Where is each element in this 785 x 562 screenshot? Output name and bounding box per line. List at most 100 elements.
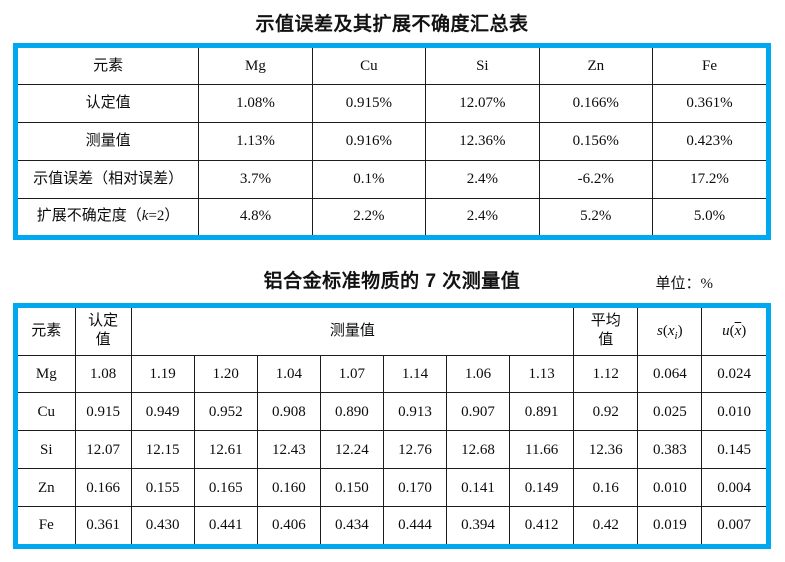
table2-certified-cell: 0.915 — [74, 392, 132, 432]
table1-value-cell: -6.2% — [538, 159, 654, 199]
table2-element-cell: Cu — [18, 392, 76, 432]
table1-row: 示值误差（相对误差） 3.7% 0.1% 2.4% -6.2% 17.2% — [18, 159, 766, 199]
table2-measurement-cell: 0.141 — [446, 468, 511, 508]
table1-row: 扩展不确定度（k=2） 4.8% 2.2% 2.4% 5.2% 5.0% — [18, 197, 766, 235]
table2-row: Si 12.07 12.15 12.61 12.43 12.24 12.76 12.68 11.… — [18, 430, 766, 470]
table2-uncertainty-cell: 0.004 — [701, 468, 766, 508]
table2-measurement-cell: 0.952 — [193, 392, 258, 432]
table2-measurement-cell: 12.68 — [446, 430, 511, 470]
table2-header-cell: 元素 — [18, 308, 76, 356]
table2-measurement-cell: 1.06 — [446, 354, 511, 394]
table2-measurement-cell: 11.66 — [509, 430, 575, 470]
table2-uncertainty-cell: 0.024 — [701, 354, 766, 394]
table1-row-label: 认定值 — [18, 84, 200, 124]
table2-row: Cu 0.915 0.949 0.952 0.908 0.890 0.913 0.907 0.8… — [18, 392, 766, 432]
table1-body: 元素 Mg Cu Si Zn Fe 认定值 1.08% 0.915% 12.07% 0.166% 0.… — [18, 48, 766, 235]
table1-header-cell: 元素 — [18, 48, 200, 86]
table2-stddev-cell: 0.383 — [637, 430, 703, 470]
table2-measurement-cell: 0.444 — [382, 506, 448, 544]
table2-row: Zn 0.166 0.155 0.165 0.160 0.150 0.170 0.141 0.1… — [18, 468, 766, 508]
table2-title: 铝合金标准物质的 7 次测量值 — [263, 271, 521, 292]
table1-value-cell: 1.13% — [198, 122, 313, 161]
table1-value-cell: 0.1% — [311, 159, 427, 199]
table2-mean-cell: 12.36 — [573, 430, 639, 470]
table1-header-cell: Mg — [198, 48, 313, 86]
table2-row: Fe 0.361 0.430 0.441 0.406 0.434 0.444 0.394 0.4… — [18, 506, 766, 544]
table2-certified-cell: 0.361 — [74, 506, 132, 544]
table1-value-cell: 5.2% — [538, 197, 654, 235]
table1-grid: 元素 Mg Cu Si Zn Fe 认定值 1.08% 0.915% 12.07% 0.166% 0.… — [18, 48, 766, 235]
table1-value-cell: 0.423% — [652, 122, 766, 161]
table2-element-cell: Fe — [18, 506, 76, 544]
table2-measurement-cell: 12.43 — [256, 430, 321, 470]
table2-measurement-cell: 1.04 — [256, 354, 321, 394]
table2-measurement-cell: 0.891 — [509, 392, 575, 432]
table2-certified-cell: 1.08 — [74, 354, 132, 394]
table2-measurement-cell: 0.430 — [130, 506, 195, 544]
table1-value-cell: 2.4% — [425, 197, 540, 235]
table1-frame: 元素 Mg Cu Si Zn Fe 认定值 1.08% 0.915% 12.07% 0.166% 0.… — [13, 43, 771, 240]
table2-measurement-cell: 12.76 — [382, 430, 448, 470]
table2-measurement-cell: 12.61 — [193, 430, 258, 470]
table2-measurement-cell: 12.15 — [130, 430, 195, 470]
table2-measurement-cell: 0.149 — [509, 468, 575, 508]
table2-measurement-cell: 1.07 — [319, 354, 384, 394]
table2-mean-cell: 0.92 — [573, 392, 639, 432]
table2-measurement-cell: 1.13 — [509, 354, 575, 394]
table1-header-row: 元素 Mg Cu Si Zn Fe — [18, 48, 766, 86]
table2-element-cell: Zn — [18, 468, 76, 508]
table2-measurement-cell: 0.406 — [256, 506, 321, 544]
table2-header-cell: 认定值 — [74, 308, 132, 356]
table2-stddev-cell: 0.064 — [637, 354, 703, 394]
table1-row: 测量值 1.13% 0.916% 12.36% 0.156% 0.423% — [18, 122, 766, 161]
table1-header-cell: Zn — [538, 48, 654, 86]
table2-stddev-cell: 0.025 — [637, 392, 703, 432]
table2-element-cell: Si — [18, 430, 76, 470]
table2-uncertainty-cell: 0.145 — [701, 430, 766, 470]
table2-measurement-cell: 0.434 — [319, 506, 384, 544]
table1-title: 示值误差及其扩展不确度汇总表 — [255, 14, 529, 35]
table2-header-cell: s(xi) — [637, 308, 703, 356]
table1-row: 认定值 1.08% 0.915% 12.07% 0.166% 0.361% — [18, 84, 766, 124]
table2-stddev-cell: 0.019 — [637, 506, 703, 544]
table2-measurement-cell: 0.150 — [319, 468, 384, 508]
table1-value-cell: 4.8% — [198, 197, 313, 235]
table2-stddev-cell: 0.010 — [637, 468, 703, 508]
unit-label: 单位：% — [655, 276, 714, 292]
table1-value-cell: 12.36% — [425, 122, 540, 161]
table2-header-cell: u(x) — [701, 308, 766, 356]
table1-value-cell: 0.156% — [538, 122, 654, 161]
table2-header-cell: 测量值 — [130, 308, 575, 356]
table2-mean-cell: 0.16 — [573, 468, 639, 508]
table2-measurement-cell: 12.24 — [319, 430, 384, 470]
table2-measurement-cell: 1.19 — [130, 354, 195, 394]
table2-uncertainty-cell: 0.010 — [701, 392, 766, 432]
table2-frame: 元素 认定值测量值 平均值 s(xi) u(x) Mg 1.08 1.19 1.20 1.04 1.… — [13, 303, 771, 549]
table2-measurement-cell: 0.890 — [319, 392, 384, 432]
table1-row-label: 扩展不确定度（k=2） — [18, 197, 200, 235]
table1-value-cell: 0.915% — [311, 84, 427, 124]
table1-value-cell: 3.7% — [198, 159, 313, 199]
table1-header-cell: Cu — [311, 48, 427, 86]
table2-row: Mg 1.08 1.19 1.20 1.04 1.07 1.14 1.06 1.13 1.12 0.… — [18, 354, 766, 394]
table2-header-cell: 平均值 — [573, 308, 639, 356]
table2-body: 元素 认定值测量值 平均值 s(xi) u(x) Mg 1.08 1.19 1.20 1.04 1.… — [18, 308, 766, 544]
table2-measurement-cell: 0.908 — [256, 392, 321, 432]
table1-value-cell: 5.0% — [652, 197, 766, 235]
table2-header-row: 元素 认定值测量值 平均值 s(xi) u(x) — [18, 308, 766, 356]
table1-value-cell: 0.166% — [538, 84, 654, 124]
table1-value-cell: 0.916% — [311, 122, 427, 161]
table1-header-cell: Fe — [652, 48, 766, 86]
table1-value-cell: 2.4% — [425, 159, 540, 199]
table2-uncertainty-cell: 0.007 — [701, 506, 766, 544]
table2-certified-cell: 0.166 — [74, 468, 132, 508]
table2-measurement-cell: 1.20 — [193, 354, 258, 394]
table2-measurement-cell: 0.913 — [382, 392, 448, 432]
table1-value-cell: 12.07% — [425, 84, 540, 124]
table1-value-cell: 17.2% — [652, 159, 766, 199]
table1-value-cell: 0.361% — [652, 84, 766, 124]
table2-mean-cell: 1.12 — [573, 354, 639, 394]
table2-measurement-cell: 0.441 — [193, 506, 258, 544]
table2-element-cell: Mg — [18, 354, 76, 394]
